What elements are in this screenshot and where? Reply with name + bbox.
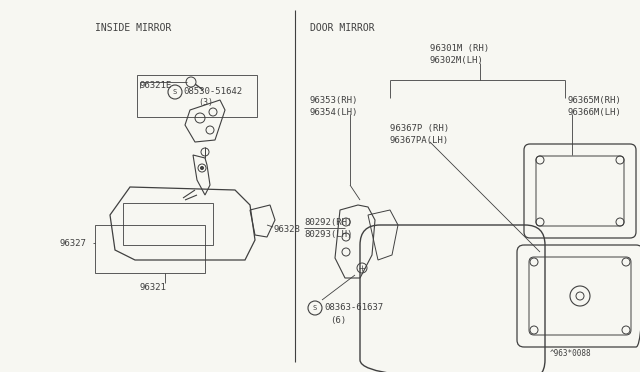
Text: 96367PA(LH): 96367PA(LH) <box>390 135 449 144</box>
Text: 96302M(LH): 96302M(LH) <box>430 55 484 64</box>
Bar <box>137 75 257 117</box>
Circle shape <box>200 167 204 170</box>
Text: 96321: 96321 <box>140 282 167 292</box>
Text: 96353(RH): 96353(RH) <box>310 96 358 105</box>
Text: 96301M (RH): 96301M (RH) <box>430 44 489 52</box>
Text: 96328: 96328 <box>273 225 300 234</box>
Text: 96321E: 96321E <box>140 80 172 90</box>
Text: 08530-51642: 08530-51642 <box>183 87 242 96</box>
Text: 80293(LH): 80293(LH) <box>304 230 353 238</box>
Bar <box>95 225 205 273</box>
Text: 96327: 96327 <box>60 238 87 247</box>
Text: 96365M(RH): 96365M(RH) <box>568 96 621 105</box>
Text: S: S <box>173 89 177 95</box>
Text: (3): (3) <box>198 97 213 106</box>
Text: (6): (6) <box>330 315 346 324</box>
Bar <box>123 203 213 245</box>
Text: 08363-61637: 08363-61637 <box>324 304 383 312</box>
Text: DOOR MIRROR: DOOR MIRROR <box>310 23 374 33</box>
Text: 96354(LH): 96354(LH) <box>310 108 358 116</box>
Text: S: S <box>313 305 317 311</box>
Text: 96367P (RH): 96367P (RH) <box>390 124 449 132</box>
Text: INSIDE MIRROR: INSIDE MIRROR <box>95 23 172 33</box>
Text: 80292(RH): 80292(RH) <box>304 218 353 227</box>
Text: 96366M(LH): 96366M(LH) <box>568 108 621 116</box>
Text: ^963*0088: ^963*0088 <box>550 350 591 359</box>
